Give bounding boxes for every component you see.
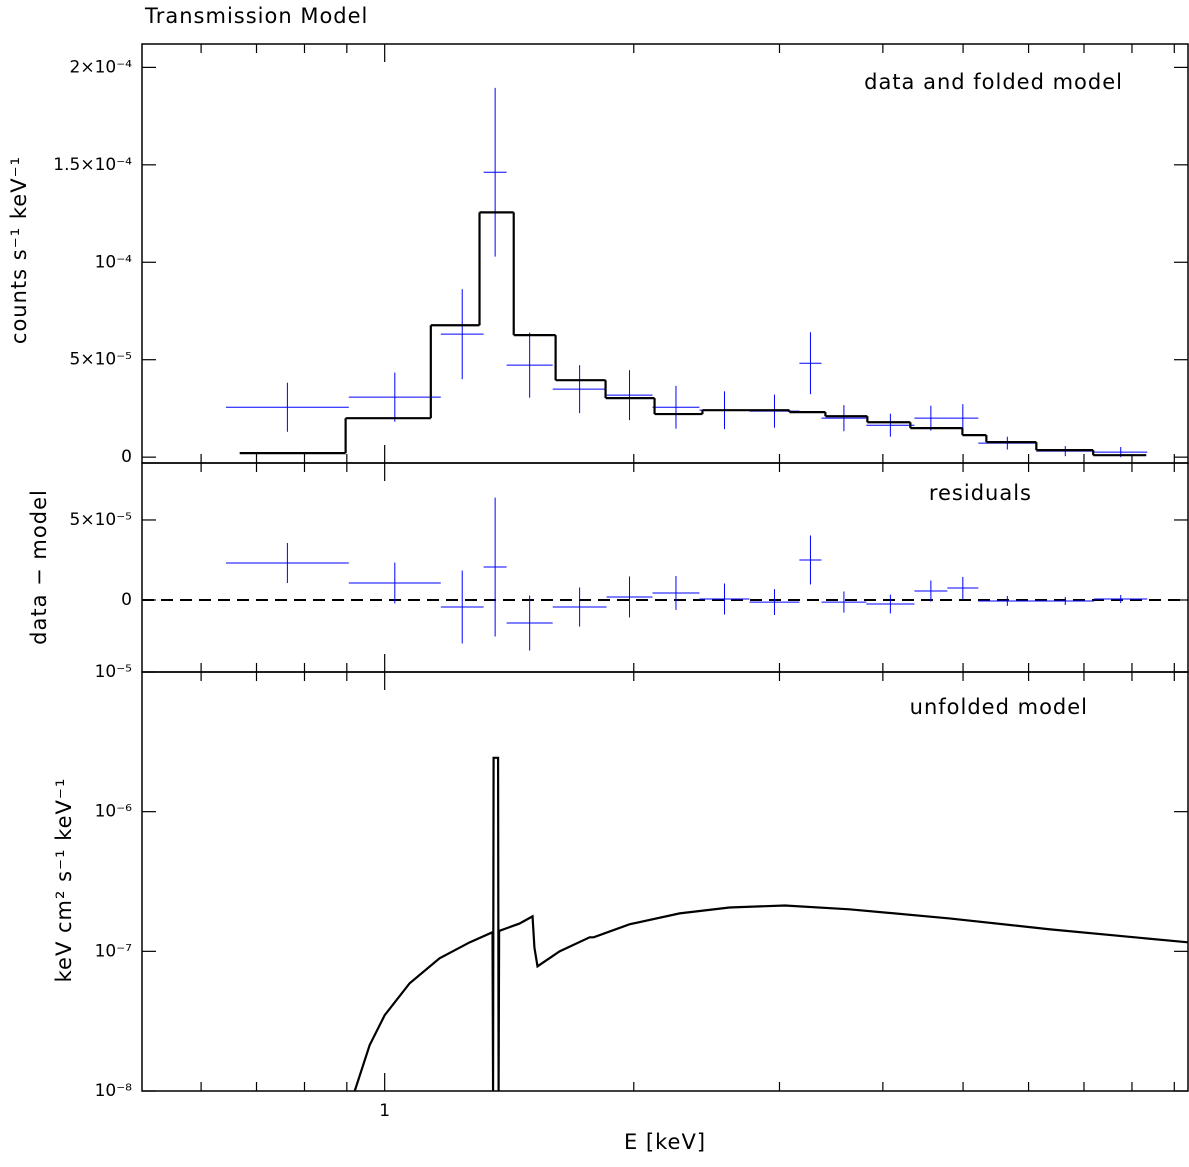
y-tick-label: 2×10⁻⁴ [70,57,133,77]
y-tick-label: 1.5×10⁻⁴ [53,155,132,175]
y-tick-label: 10⁻⁴ [95,252,133,272]
y-axis-label: counts s⁻¹ keV⁻¹ [7,156,31,344]
panel-frame [141,671,1189,1092]
y-tick-label: 0 [121,590,132,610]
y-tick-label: 0 [121,447,132,467]
panel-annotation: unfolded model [910,695,1088,719]
y-tick-label: 5×10⁻⁵ [70,510,132,530]
y-tick-label: 5×10⁻⁵ [70,350,132,370]
model-line [353,756,1188,1091]
plot-data [353,756,1188,1091]
y-axis-label: keV cm² s⁻¹ keV⁻¹ [52,778,76,983]
chart-title: Transmission Model [144,4,368,28]
y-tick-label: 10⁻⁸ [95,1081,133,1101]
plot-data [142,497,1188,651]
panel-annotation: data and folded model [864,70,1123,94]
y-tick-label: 10⁻⁵ [95,662,132,682]
x-axis-label: E [keV] [624,1130,706,1154]
x-tick-label: 1 [379,1101,390,1121]
y-axis-label: data − model [27,489,51,645]
panel-annotation: residuals [929,481,1032,505]
y-tick-label: 10⁻⁶ [95,802,133,822]
y-tick-label: 10⁻⁷ [95,941,133,961]
panel-frame [141,43,1189,464]
plot-data [225,87,1148,458]
